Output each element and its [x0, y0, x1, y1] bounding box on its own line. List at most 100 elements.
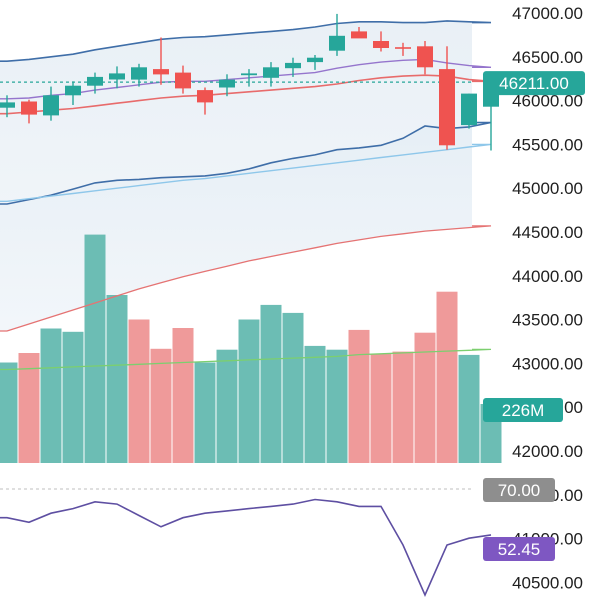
volume-bar[interactable] [414, 332, 436, 463]
candle-body [395, 47, 411, 49]
volume-bar[interactable] [62, 331, 84, 463]
volume-bar[interactable] [172, 328, 194, 463]
volume-bar[interactable] [194, 362, 216, 464]
rsi-level-badge-text: 70.00 [498, 481, 541, 500]
candle[interactable] [307, 55, 323, 70]
candle[interactable] [197, 87, 213, 115]
candle-body [109, 73, 125, 80]
rsi-line [0, 498, 492, 597]
candle-body [241, 73, 257, 76]
candle-body [439, 69, 455, 146]
rsi-level-badge-background [483, 478, 555, 502]
rsi-value-badge-text: 52.45 [498, 540, 541, 559]
candle-body [43, 95, 59, 116]
y-tick-label: 44500.00 [512, 223, 583, 242]
y-tick-label: 42000.00 [512, 442, 583, 461]
candle-body [153, 69, 169, 75]
volume-bar[interactable] [0, 362, 18, 464]
bollinger-upper-line [0, 20, 492, 63]
candle-body [351, 31, 367, 39]
candle-body [329, 35, 345, 51]
volume-bar[interactable] [238, 319, 260, 464]
slow-ma-line-2 [0, 348, 492, 371]
candle[interactable] [219, 74, 235, 97]
y-tick-label: 43000.00 [512, 354, 583, 373]
slow-ma-line-1 [0, 225, 492, 332]
candle-body [373, 41, 389, 48]
candle-body [461, 93, 477, 126]
volume-bar[interactable] [128, 319, 150, 464]
ma-long-line [0, 143, 492, 203]
bollinger-band-fill [0, 20, 491, 205]
volume-bar[interactable] [304, 345, 326, 463]
candle-body [65, 85, 81, 96]
candle-body [285, 62, 301, 69]
candle-body [307, 57, 323, 63]
candle-body [0, 102, 15, 108]
candle[interactable] [87, 72, 103, 94]
candle-body [417, 46, 433, 68]
volume-bar[interactable] [40, 328, 62, 464]
volume-bar[interactable] [458, 354, 480, 463]
volume-bar[interactable] [84, 234, 106, 463]
volume-badge-text: 226M [502, 401, 545, 420]
candle[interactable] [395, 42, 411, 56]
rsi-value-badge: 52.45 [483, 537, 555, 561]
ma-ribbon-fill [0, 122, 491, 331]
last-price-badge: 46211.00 [483, 71, 585, 96]
candle[interactable] [43, 86, 59, 121]
rsi-value-badge-background [483, 537, 555, 561]
candle[interactable] [175, 65, 191, 94]
y-tick-label: 44000.00 [512, 267, 583, 286]
last-price-badge-background [483, 71, 585, 96]
candle-body [197, 90, 213, 103]
candle[interactable] [461, 93, 477, 129]
candle-body [219, 79, 235, 88]
volume-bar[interactable] [436, 291, 458, 463]
candle[interactable] [263, 62, 279, 87]
candle[interactable] [131, 63, 147, 87]
volume-bar[interactable] [370, 354, 392, 463]
volume-bar[interactable] [326, 349, 348, 463]
rsi-level-badge: 70.00 [483, 478, 555, 502]
volume-bar[interactable] [282, 312, 304, 463]
volume-bar[interactable] [348, 329, 370, 463]
candle-body [21, 101, 37, 115]
bollinger-lower-line [0, 121, 492, 205]
candle[interactable] [21, 99, 37, 124]
volume-bar[interactable] [260, 304, 282, 463]
candle[interactable] [373, 31, 389, 52]
y-tick-label: 45500.00 [512, 135, 583, 154]
y-tick-label: 47000.00 [512, 4, 583, 23]
volume-bar[interactable] [150, 348, 172, 463]
y-tick-label: 43500.00 [512, 311, 583, 330]
volume-bar[interactable] [392, 351, 414, 463]
candle[interactable] [285, 57, 301, 77]
volume-badge-background [483, 398, 563, 422]
volume-bar[interactable] [216, 349, 238, 463]
candle-body [87, 76, 103, 86]
y-tick-label: 46000.00 [512, 92, 583, 111]
candle[interactable] [417, 41, 433, 75]
candle-body [131, 67, 147, 80]
candle[interactable] [0, 95, 15, 118]
volume-bar[interactable] [18, 353, 40, 463]
ma-short-line [0, 74, 492, 115]
candle[interactable] [65, 81, 81, 105]
candle[interactable] [241, 69, 257, 87]
candle-body [263, 67, 279, 78]
candle[interactable] [439, 46, 455, 150]
y-tick-label: 45000.00 [512, 179, 583, 198]
candle[interactable] [109, 66, 125, 89]
candle[interactable] [351, 27, 367, 39]
y-tick-label: 46500.00 [512, 48, 583, 67]
candle-body [175, 72, 191, 89]
volume-bar[interactable] [106, 295, 128, 463]
candle[interactable] [329, 13, 345, 56]
y-tick-label: 40500.00 [512, 573, 583, 592]
volume-badge: 226M [483, 398, 563, 422]
last-price-badge-text: 46211.00 [499, 74, 569, 93]
candle[interactable] [153, 37, 169, 85]
